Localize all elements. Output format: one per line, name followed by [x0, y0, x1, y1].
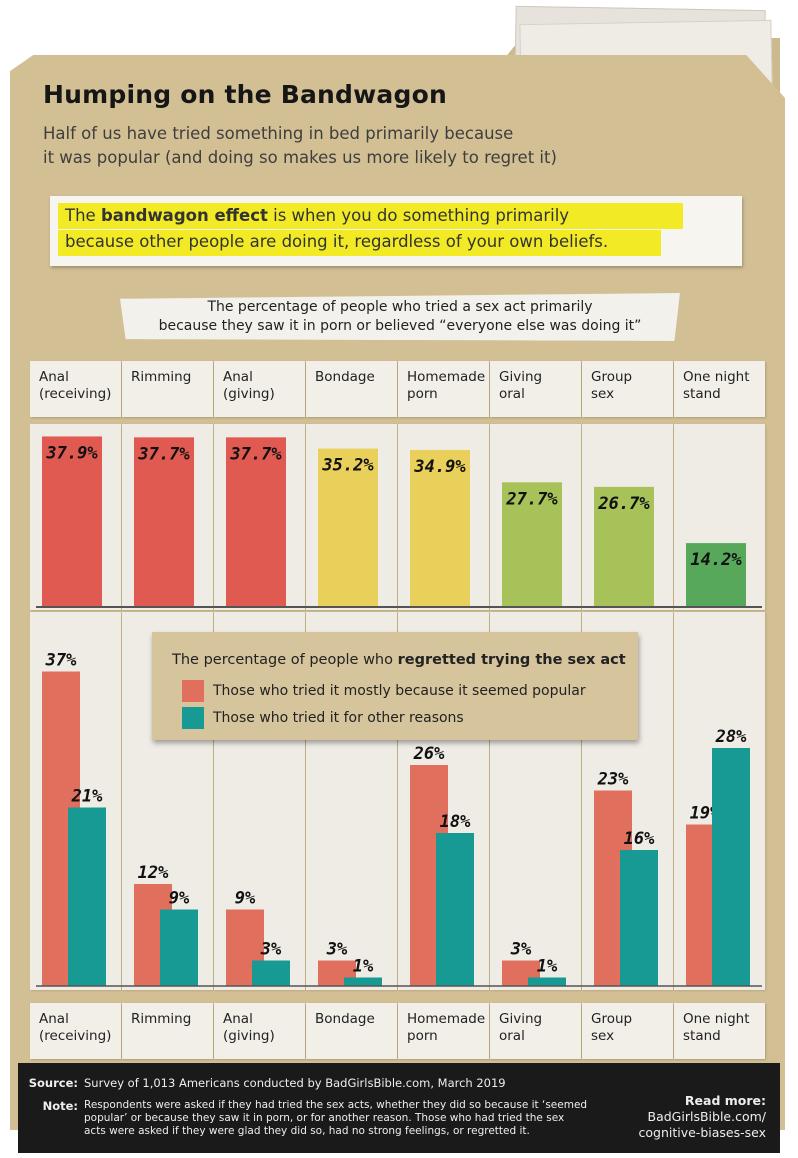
regret-bar-other-rimming [160, 909, 198, 986]
top-bar-label-group-sex: 26.7% [597, 494, 650, 514]
legend-swatch [182, 707, 204, 729]
regret-label-other-homemade-porn: 18% [440, 812, 471, 832]
subtitle-line: Half of us have tried something in bed p… [43, 124, 514, 143]
top-chart-caption: The percentage of people who tried a sex… [120, 293, 680, 341]
category-label-bottom-homemade-porn: Homemade porn [398, 1003, 489, 1059]
top-bar-label-bondage: 35.2% [321, 456, 374, 476]
category-label-bottom-group-sex: Group sex [582, 1003, 673, 1059]
regret-label-popular-bondage: 3% [326, 940, 348, 960]
regret-bar-other-anal-giving [252, 960, 290, 986]
legend-swatch [182, 680, 204, 702]
regret-bar-other-one-night-stand [712, 748, 750, 986]
regret-label-other-bondage: 1% [353, 957, 374, 977]
top-bar-giving-oral [502, 482, 562, 607]
top-bar-label-anal-receiving: 37.9% [45, 443, 98, 463]
regret-label-popular-homemade-porn: 26% [413, 744, 445, 764]
regret-bar-other-giving-oral [528, 977, 566, 986]
top-bar-label-homemade-porn: 34.9% [413, 457, 466, 477]
top-bar-label-giving-oral: 27.7% [505, 489, 558, 509]
regret-label-popular-anal-receiving: 37% [45, 651, 77, 671]
source-key: Source: [28, 1076, 78, 1090]
top-bar-one-night-stand [686, 543, 746, 607]
top-bar-label-anal-giving: 37.7% [229, 444, 282, 464]
definition-line: because other people are doing it, regar… [65, 232, 609, 251]
top-bar-label-rimming: 37.7% [137, 444, 190, 464]
legend: The percentage of people who regretted t… [152, 632, 638, 740]
read-more: Read more: BadGirlsBible.com/ cognitive-… [638, 1093, 767, 1140]
note-key: Note: [42, 1099, 78, 1113]
category-label-bottom-giving-oral: Giving oral [490, 1003, 581, 1059]
regret-bar-other-homemade-porn [436, 833, 474, 986]
note-text: Respondents were asked if they had tried… [84, 1099, 588, 1137]
legend-title: The percentage of people who regretted t… [172, 652, 626, 668]
highlight [58, 230, 661, 256]
category-label-bondage: Bondage [306, 361, 397, 417]
category-label-bottom-anal-giving: Anal (giving) [214, 1003, 305, 1059]
category-label-homemade-porn: Homemade porn [398, 361, 489, 417]
definition-line: The bandwagon effect is when you do some… [65, 206, 570, 225]
category-label-bottom-anal-receiving: Anal (receiving) [30, 1003, 121, 1059]
regret-label-other-anal-giving: 3% [260, 940, 282, 960]
definition-box: The bandwagon effect is when you do some… [50, 196, 742, 266]
regret-label-other-anal-receiving: 21% [71, 787, 103, 807]
regret-label-popular-rimming: 12% [138, 863, 169, 883]
regret-label-popular-giving-oral: 3% [510, 940, 532, 960]
regret-label-other-rimming: 9% [169, 889, 190, 909]
category-label-anal-giving: Anal (giving) [214, 361, 305, 417]
category-label-bottom-rimming: Rimming [122, 1003, 213, 1059]
caption-line: The percentage of people who tried a sex… [207, 299, 593, 315]
source-text: Survey of 1,013 Americans conducted by B… [84, 1076, 506, 1090]
category-label-rimming: Rimming [122, 361, 213, 417]
top-bar-homemade-porn [410, 449, 470, 607]
category-label-anal-receiving: Anal (receiving) [30, 361, 121, 417]
legend-item-popular: Those who tried it mostly because it see… [182, 680, 586, 702]
category-label-one-night-stand: One night stand [674, 361, 765, 417]
subtitle-line: it was popular (and doing so makes us mo… [43, 148, 557, 167]
regret-label-other-group-sex: 16% [624, 829, 655, 849]
category-label-bottom-bondage: Bondage [306, 1003, 397, 1059]
regret-label-popular-anal-giving: 9% [235, 889, 256, 909]
definition-term: bandwagon effect [100, 206, 268, 225]
category-label-bottom-one-night-stand: One night stand [674, 1003, 765, 1059]
regret-bar-other-group-sex [620, 850, 658, 986]
legend-item-other: Those who tried it for other reasons [182, 707, 464, 729]
regret-label-popular-group-sex: 23% [597, 770, 629, 790]
page-title: Humping on the Bandwagon [43, 80, 447, 109]
top-bar-bondage [318, 448, 378, 607]
caption-line: because they saw it in porn or believed … [158, 318, 642, 334]
category-label-group-sex: Group sex [582, 361, 673, 417]
regret-bar-other-anal-receiving [68, 807, 106, 986]
top-bar-label-one-night-stand: 14.2% [690, 550, 742, 570]
top-bar-anal-receiving [42, 436, 102, 607]
top-bar-rimming [134, 437, 194, 607]
top-bar-group-sex [594, 486, 654, 607]
regret-label-other-giving-oral: 1% [537, 957, 558, 977]
footer: Source: Survey of 1,013 Americans conduc… [18, 1063, 780, 1153]
category-label-giving-oral: Giving oral [490, 361, 581, 417]
top-bar-anal-giving [226, 437, 286, 607]
subtitle: Half of us have tried something in bed p… [43, 122, 603, 170]
regret-bar-other-bondage [344, 977, 382, 986]
regret-label-other-one-night-stand: 28% [715, 727, 747, 747]
highlight [58, 203, 683, 229]
